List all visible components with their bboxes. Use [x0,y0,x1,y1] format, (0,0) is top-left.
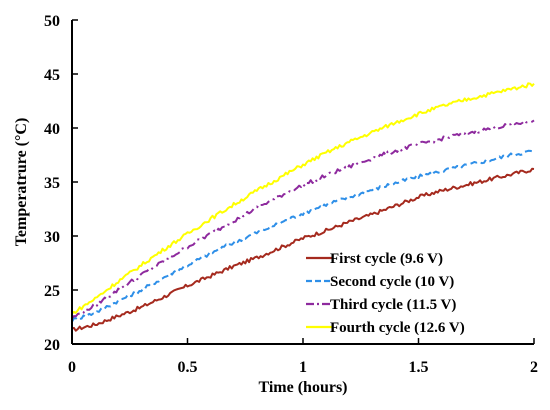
legend-label-3: Third cycle (11.5 V) [330,297,456,313]
x-tick-label: 0.5 [178,359,198,376]
series-line-3 [71,119,535,320]
x-axis-title: Time (hours) [258,379,347,396]
legend-label-1: First cycle (9.6 V) [330,251,443,267]
legend: First cycle (9.6 V) Second cycle (10 V) Th… [306,251,465,336]
series-line-2 [71,149,535,323]
legend-label-2: Second cycle (10 V) [330,274,454,290]
x-tick-label: 0 [68,359,76,376]
x-ticks: 0 0.5 1 1.5 2 [68,338,538,376]
x-tick-label: 1 [299,359,307,376]
y-tick-label: 45 [44,67,60,84]
x-tick-label: 1.5 [409,359,429,376]
x-tick-label: 2 [530,359,538,376]
series-group [71,82,535,332]
y-tick-label: 20 [44,337,60,354]
y-tick-label: 30 [44,229,60,246]
y-axis-title: Temperatrure (°C) [13,118,30,247]
axes: 20 25 30 35 40 45 50 0 0.5 1 1.5 2 [44,13,538,376]
y-tick-label: 50 [44,13,60,30]
legend-label-4: Fourth cycle (12.6 V) [330,320,465,336]
y-tick-label: 35 [44,175,60,192]
y-tick-label: 40 [44,121,60,138]
y-tick-label: 25 [44,283,60,300]
series-line-1 [71,167,535,332]
y-ticks: 20 25 30 35 40 45 50 [44,13,78,354]
series-line-4 [71,82,535,315]
